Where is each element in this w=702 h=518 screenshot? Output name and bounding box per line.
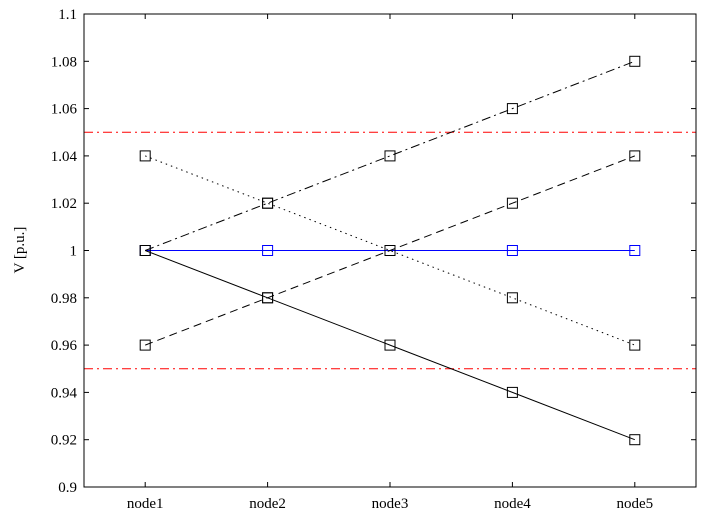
y-tick-label: 1.04	[51, 149, 78, 165]
y-tick-label: 0.9	[58, 480, 77, 496]
series-3-point-5	[629, 55, 641, 67]
series-2-point-3	[384, 339, 396, 351]
y-tick-label: 0.92	[51, 433, 77, 449]
series-5-point-1	[139, 150, 151, 162]
y-tick-label: 1.06	[51, 102, 78, 118]
series-4-point-4	[506, 197, 518, 209]
series-3-point-3	[384, 150, 396, 162]
series-2-point-4	[506, 386, 518, 398]
series-5-point-2	[262, 197, 274, 209]
y-tick-label: 1.1	[58, 7, 77, 23]
y-axis: 0.9 0.92 0.94 0.96 0.98 1 1.02 1.04 1.06 1.08 1.1	[51, 7, 696, 496]
series-1-point-2	[262, 245, 274, 256]
series-4-point-5	[629, 150, 641, 162]
y-tick-label: 0.96	[51, 338, 78, 354]
y-tick-label: 0.94	[51, 385, 78, 401]
series-line-2	[145, 250, 635, 441]
series-5-point-5	[629, 339, 641, 351]
x-tick-label-node2: node2	[249, 496, 286, 512]
x-tick-label-node4: node4	[494, 496, 531, 512]
series-5-point-3	[384, 245, 396, 256]
x-tick-label-node3: node3	[372, 496, 409, 512]
data-markers	[139, 55, 641, 446]
series-4-point-2	[262, 292, 274, 304]
y-tick-label: 1	[70, 244, 78, 260]
x-axis: node1 node2 node3 node4 node5	[127, 14, 653, 512]
y-axis-label: V [p.u.]	[12, 227, 28, 274]
y-tick-label: 0.98	[51, 291, 77, 307]
reference-lines	[84, 131, 696, 370]
series-4-point-1	[139, 339, 151, 351]
series-3-point-1	[139, 245, 151, 256]
series-1-point-5	[629, 245, 641, 256]
series-line-3	[145, 60, 635, 251]
series-3-point-4	[506, 103, 518, 115]
y-tick-label: 1.08	[51, 54, 77, 70]
series-2-point-5	[629, 434, 641, 446]
x-tick-label-node5: node5	[616, 496, 653, 512]
series-line-4	[145, 155, 635, 346]
x-tick-label-node1: node1	[127, 496, 164, 512]
y-tick-label: 1.02	[51, 196, 77, 212]
series-1-point-4	[506, 245, 518, 256]
series-5-point-4	[506, 292, 518, 304]
series-lines	[145, 60, 635, 441]
